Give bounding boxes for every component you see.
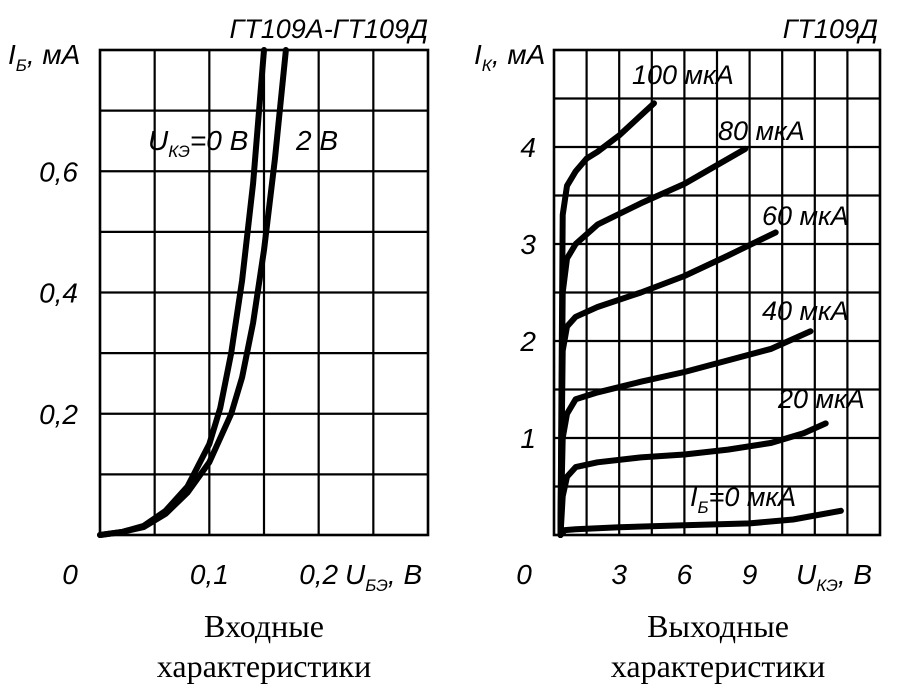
input-chart-title: ГТ109А-ГТ109Д: [230, 14, 428, 44]
input-y-tick-0: 0,2: [39, 399, 78, 430]
output-chart-x-axis-label: UКЭ, В: [796, 559, 872, 595]
input-chart-curves: [97, 47, 289, 538]
output-chart-caption-line1: Выходные: [647, 608, 789, 644]
input-x-tick-0: 0: [62, 559, 78, 590]
input-curve-label-2v: 2 В: [295, 125, 338, 156]
input-chart-grid: [100, 50, 428, 535]
input-chart-tick-labels: 0 0,1 0,2 0,2 0,4 0,6: [39, 156, 338, 590]
output-x-tick-3: 9: [742, 559, 758, 590]
input-chart-caption-line2: характеристики: [157, 648, 371, 684]
input-x-tick-2: 0,2: [299, 559, 338, 590]
output-y-tick-3: 4: [520, 132, 536, 163]
output-x-tick-0: 0: [516, 559, 532, 590]
input-series-1: [97, 47, 289, 538]
output-chart-curves: [557, 100, 844, 538]
output-y-tick-1: 2: [519, 326, 536, 357]
output-chart-grid: [554, 50, 880, 535]
output-chart-title: ГТ109Д: [783, 14, 878, 44]
output-curve-label-0ua: IБ=0 мкА: [690, 482, 796, 517]
output-series-5: [557, 100, 657, 538]
input-y-tick-1: 0,4: [39, 278, 78, 309]
output-series-0: [557, 507, 844, 538]
input-y-tick-2: 0,6: [39, 156, 78, 187]
output-series-2: [557, 328, 814, 538]
input-x-tick-1: 0,1: [190, 559, 229, 590]
output-series-1: [557, 420, 829, 538]
output-x-tick-1: 3: [611, 559, 627, 590]
output-chart-caption-line2: характеристики: [611, 648, 825, 684]
input-chart-y-axis-label: IБ, мА: [8, 39, 80, 75]
output-curve-label-100ua: 100 мкА: [632, 60, 734, 90]
output-curve-label-40ua: 40 мкА: [762, 296, 849, 326]
output-curve-label-20ua: 20 мкА: [777, 384, 865, 414]
output-chart-frame: [552, 48, 882, 537]
input-chart-caption-line1: Входные: [204, 608, 324, 644]
output-y-tick-2: 3: [520, 229, 536, 260]
input-chart-x-axis-label: UБЭ, В: [345, 559, 422, 595]
input-characteristics-chart: 0 0,1 0,2 0,2 0,4 0,6 ГТ109А-ГТ109Д IБ, мА UБ…: [8, 14, 430, 684]
output-curve-label-60ua: 60 мкА: [762, 201, 849, 231]
output-curve-label-80ua: 80 мкА: [718, 116, 805, 146]
output-chart-y-axis-label: IК, мА: [474, 39, 545, 75]
output-y-tick-0: 1: [520, 423, 536, 454]
output-x-tick-2: 6: [677, 559, 693, 590]
input-curve-label-0v: UКЭ=0 В: [148, 125, 248, 161]
